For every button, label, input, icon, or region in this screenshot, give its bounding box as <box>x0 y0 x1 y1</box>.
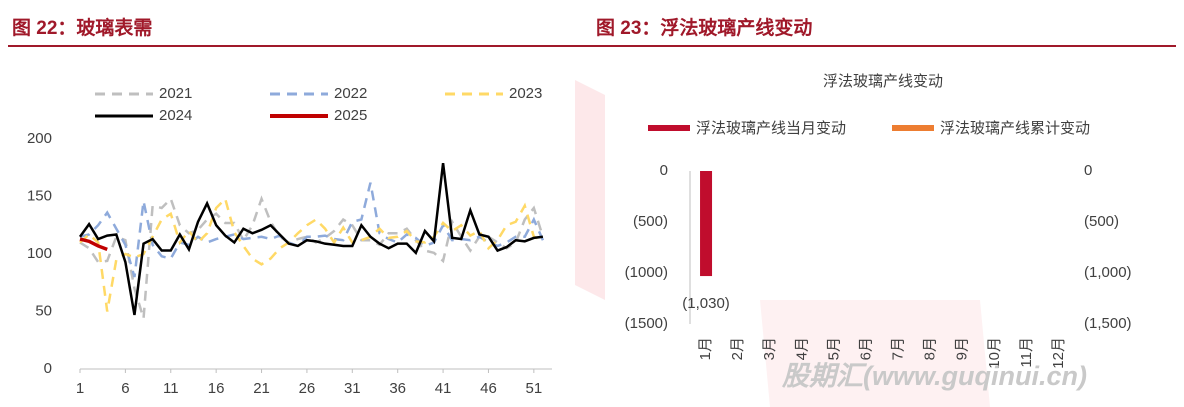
x-tick-label: 1月 <box>697 337 714 360</box>
x-tick-label: 8月 <box>922 337 939 360</box>
x-tick-label: 4月 <box>793 337 810 360</box>
y-tick-label: 200 <box>27 130 52 147</box>
y2-tick-label: 0 <box>1084 162 1092 179</box>
x-tick-label: 21 <box>253 380 270 397</box>
x-tick-label: 6月 <box>857 337 874 360</box>
y-tick-label: 0 <box>44 360 52 377</box>
y2-tick-label: (1,000) <box>1084 264 1132 281</box>
series-line <box>79 196 544 312</box>
y-tick-label: 50 <box>35 302 52 319</box>
x-tick-label: 3月 <box>761 337 778 360</box>
chart-title: 浮法玻璃产线变动 <box>823 73 943 90</box>
legend-label: 2021 <box>159 85 192 102</box>
x-tick-label: 46 <box>480 380 497 397</box>
x-tick-label: 5月 <box>825 337 842 360</box>
y-tick-label: 0 <box>660 162 668 179</box>
x-tick-label: 41 <box>435 380 452 397</box>
x-tick-label: 26 <box>299 380 316 397</box>
series-line <box>79 237 108 252</box>
y-tick-label: (1000) <box>625 264 668 281</box>
x-tick-label: 9月 <box>954 337 971 360</box>
stripe <box>760 300 990 407</box>
series-line <box>79 195 545 319</box>
x-tick-label: 11 <box>163 380 179 397</box>
x-tick-label: 10月 <box>986 337 1003 369</box>
x-tick-label: 31 <box>344 380 361 397</box>
y2-tick-label: (1,500) <box>1084 315 1132 332</box>
y-tick-label: 150 <box>27 187 52 204</box>
series-line <box>78 162 544 316</box>
x-tick-label: 6 <box>121 380 129 397</box>
x-tick-label: 7月 <box>890 337 907 360</box>
x-tick-label: 2月 <box>729 337 746 360</box>
x-tick-label: 11月 <box>1018 337 1035 368</box>
x-tick-label: 36 <box>389 380 406 397</box>
legend-swatch <box>892 125 934 131</box>
x-tick-label: 12月 <box>1050 337 1067 369</box>
legend-label: 2024 <box>159 107 192 124</box>
x-tick-label: 1 <box>76 380 84 397</box>
value-label: (1,030) <box>682 295 730 312</box>
legend-label: 浮法玻璃产线当月变动 <box>696 120 846 137</box>
series-line <box>79 182 545 278</box>
y2-tick-label: (500) <box>1084 213 1119 230</box>
y-tick-label: 100 <box>27 245 52 262</box>
caption: 图 22：玻璃表需 <box>12 16 152 39</box>
y-tick-label: (500) <box>633 213 668 230</box>
watermark: 股期汇(www.guqinui.cn) <box>781 361 1087 391</box>
x-tick-label: 16 <box>208 380 225 397</box>
legend-swatch <box>648 125 690 131</box>
chart-2: 浮法玻璃产线变动 0 (500) (1000) (1500) 0 (500) (1,000) (… <box>625 73 1132 369</box>
bar <box>700 171 713 277</box>
legend-label: 浮法玻璃产线累计变动 <box>940 120 1090 137</box>
y-tick-label: (1500) <box>625 315 668 332</box>
legend-label: 2025 <box>334 107 367 124</box>
watermark-stripes <box>575 80 990 407</box>
x-tick-label: 51 <box>526 380 543 397</box>
stripe <box>575 80 605 300</box>
legend-label: 2023 <box>509 85 542 102</box>
caption: 图 23：浮法玻璃产线变动 <box>596 16 812 39</box>
legend-label: 2022 <box>334 85 367 102</box>
